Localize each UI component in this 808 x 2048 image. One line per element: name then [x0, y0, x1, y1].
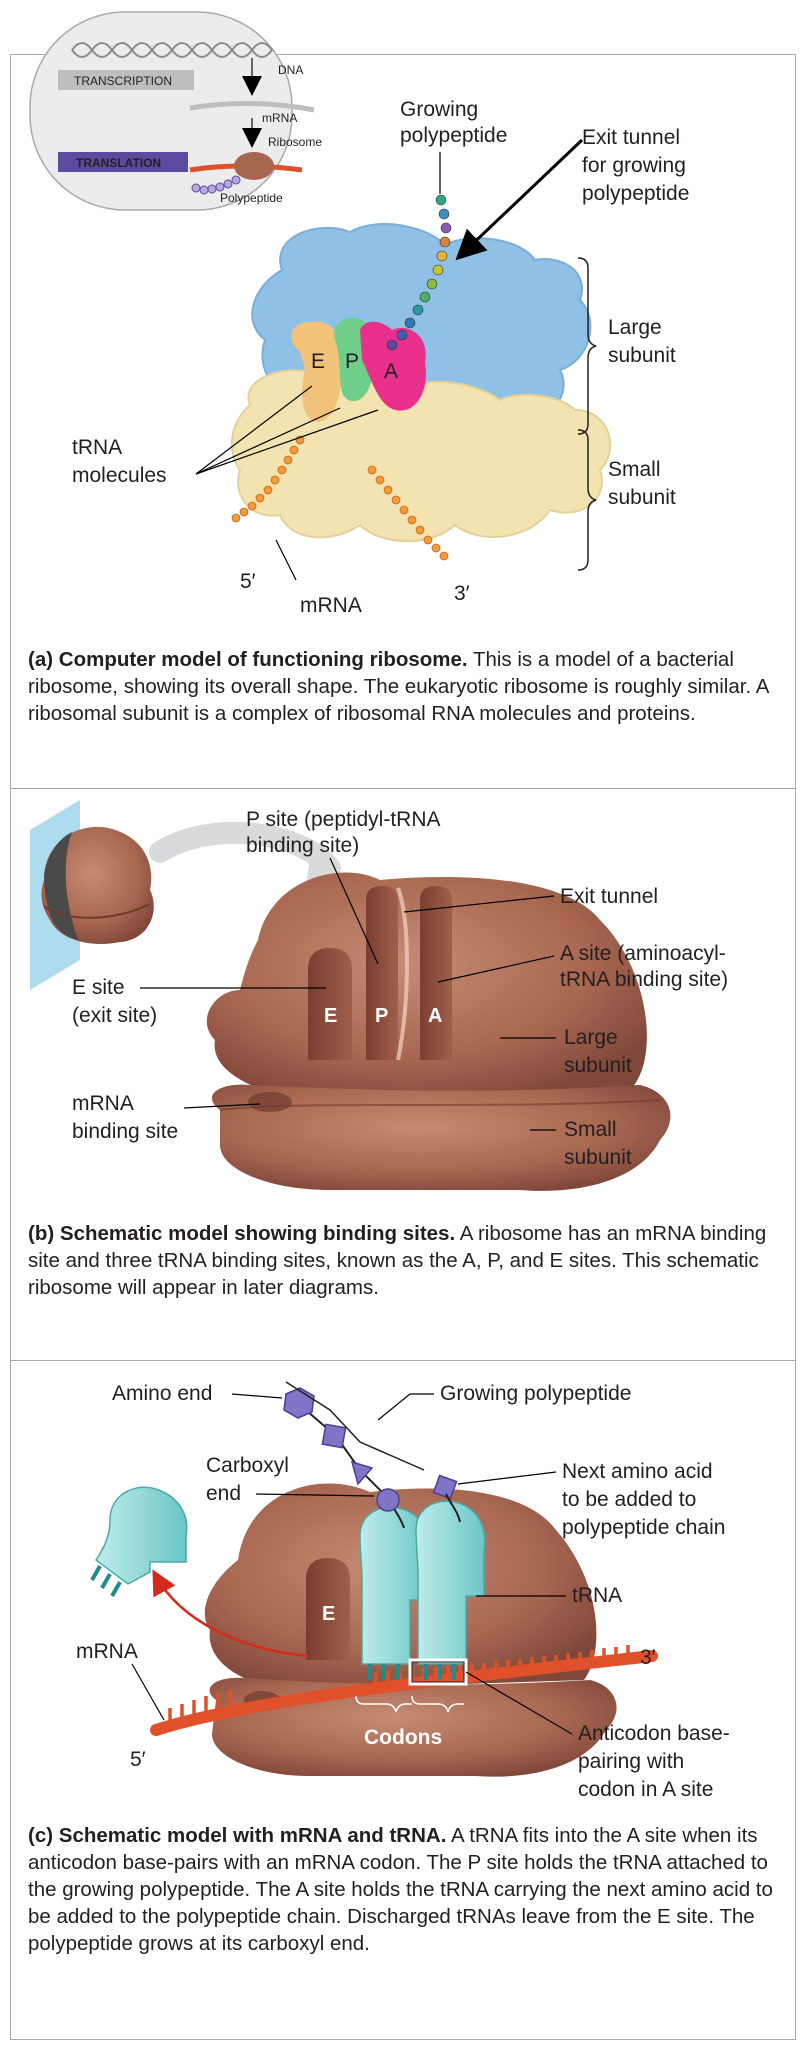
- label-small-subunit-a: Small subunit: [608, 458, 676, 509]
- leader-p-site: [329, 857, 379, 965]
- inset-mrna-label: mRNA: [262, 111, 297, 125]
- trna-departing: [90, 1486, 188, 1597]
- zoom-arrow: [149, 821, 341, 879]
- leader-mrna-c: [131, 1663, 165, 1721]
- leader-mrna-a: [275, 539, 297, 581]
- caption-c: (c) Schematic model with mRNA and tRNA. …: [28, 1822, 778, 1957]
- leader-a-site: [437, 955, 555, 983]
- label-5prime-a: 5′: [240, 570, 256, 593]
- divider-a-b: [10, 788, 796, 789]
- leader-amino-end: [231, 1393, 283, 1399]
- caption-a-title: Computer model of functioning ribosome.: [58, 648, 468, 671]
- leader-carboxyl-end: [255, 1493, 375, 1497]
- leader-growing-polypeptide-c: [377, 1393, 434, 1421]
- polypeptide-chain-c: [283, 1387, 461, 1529]
- label-a-site: A site (aminoacyl- tRNA binding site): [560, 942, 732, 991]
- model-site-a: A: [384, 360, 398, 383]
- label-e-site: E site (exit site): [72, 976, 157, 1027]
- label-mrna-c: mRNA: [76, 1640, 138, 1663]
- label-codons: Codons: [364, 1726, 442, 1749]
- leader-anticodon: [465, 1671, 573, 1735]
- caption-b: (b) Schematic model showing binding site…: [28, 1220, 778, 1301]
- caption-c-label: (c): [28, 1824, 54, 1847]
- label-3prime-a: 3′: [454, 582, 470, 605]
- caption-b-title: Schematic model showing binding sites.: [59, 1222, 456, 1245]
- caption-a-label: (a): [28, 648, 54, 671]
- trna-exit-arrow: [152, 1569, 309, 1658]
- caption-a: (a) Computer model of functioning riboso…: [28, 646, 778, 727]
- inset-polypeptide-label: Polypeptide: [220, 191, 283, 205]
- schematic-c-site-e: E: [322, 1603, 335, 1625]
- label-exit-tunnel-b: Exit tunnel: [560, 885, 658, 908]
- inset-transcription-label: TRANSCRIPTION: [74, 74, 172, 88]
- leader-mrna-binding: [183, 1103, 261, 1109]
- leader-next-amino-acid: [457, 1471, 557, 1485]
- schematic-site-a: A: [428, 1005, 442, 1027]
- label-p-site: P site (peptidyl-tRNA binding site): [246, 808, 445, 857]
- label-carboxyl-end: Carboxyl end: [206, 1454, 295, 1505]
- caption-a-text: This is a model of a bacterial ribosome,…: [28, 648, 769, 725]
- divider-b-c: [10, 1360, 796, 1361]
- inset-translation-label: TRANSLATION: [76, 156, 161, 170]
- arrow-exit-tunnel: [455, 138, 584, 261]
- schematic-site-e: E: [324, 1005, 337, 1027]
- schematic-site-p: P: [375, 1005, 388, 1027]
- label-5prime-c: 5′: [130, 1748, 146, 1771]
- label-small-subunit-b: Small subunit: [564, 1118, 632, 1169]
- mrna-strand-c: [150, 1645, 658, 1736]
- transcription-translation-inset: TRANSCRIPTION DNA mRNA TRANSLATION Ribos…: [29, 11, 322, 211]
- label-mrna-a: mRNA: [300, 594, 362, 617]
- model-site-p: P: [345, 350, 359, 373]
- brace-small-subunit: [577, 429, 597, 571]
- label-mrna-binding: mRNA binding site: [72, 1092, 178, 1143]
- ribosome-schematic-b: [206, 872, 671, 1191]
- label-growing-polypeptide: Growing polypeptide: [400, 98, 507, 147]
- brace-large-subunit: [577, 257, 597, 435]
- label-growing-polypeptide-c: Growing polypeptide: [440, 1382, 631, 1405]
- label-exit-tunnel-a: Exit tunnel for growing polypeptide: [582, 126, 692, 205]
- inset-dna-label: DNA: [278, 63, 303, 77]
- caption-b-label: (b): [28, 1222, 55, 1245]
- caption-c-text: A tRNA fits into the A site when its ant…: [28, 1824, 773, 1955]
- label-next-amino-acid: Next amino acid to be added to polypepti…: [562, 1460, 725, 1539]
- small-ribosome-icon: [30, 800, 154, 990]
- ribosome-computer-model: [230, 194, 612, 561]
- label-anticodon: Anticodon base- pairing with codon in A …: [578, 1722, 736, 1801]
- label-trna-molecules: tRNA molecules: [72, 436, 167, 487]
- trna-a-site: [415, 1500, 486, 1680]
- leader-exit-tunnel-b: [403, 895, 555, 913]
- label-trna-c: tRNA: [572, 1584, 622, 1607]
- brace-codon-p: [355, 1695, 412, 1713]
- bracket-growing-polypeptide: [285, 1381, 425, 1471]
- caption-b-text: A ribosome has an mRNA binding site and …: [28, 1222, 767, 1299]
- label-amino-end: Amino end: [112, 1382, 212, 1405]
- trna-p-site: [359, 1506, 430, 1680]
- label-3prime-c: 3′: [640, 1646, 656, 1669]
- inset-ribosome-label: Ribosome: [268, 135, 322, 149]
- label-large-subunit-b: Large subunit: [564, 1026, 632, 1077]
- label-large-subunit-a: Large subunit: [608, 316, 676, 367]
- brace-codon-a: [411, 1695, 464, 1713]
- caption-c-title: Schematic model with mRNA and tRNA.: [58, 1824, 447, 1847]
- leaders-trna-molecules: [195, 385, 379, 475]
- model-site-e: E: [311, 350, 325, 373]
